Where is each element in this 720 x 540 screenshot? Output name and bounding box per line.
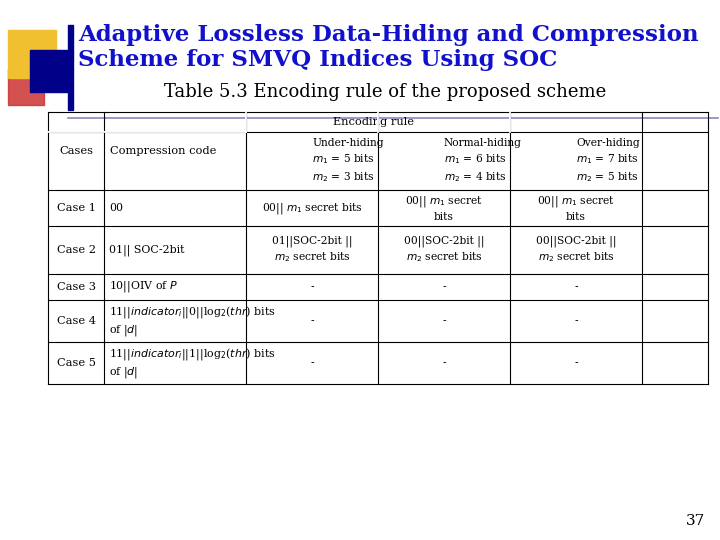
Text: 00: 00	[109, 203, 123, 213]
Text: 00||SOC-2bit ||
$m_2$ secret bits: 00||SOC-2bit || $m_2$ secret bits	[404, 236, 485, 264]
Bar	[8, 30, 56, 78]
Text: -: -	[442, 282, 446, 292]
Text: Case 3: Case 3	[57, 282, 96, 292]
Text: Under-hiding
$m_1$ = 5 bits
$m_2$ = 3 bits: Under-hiding $m_1$ = 5 bits $m_2$ = 3 bi…	[312, 138, 384, 184]
Text: 01||SOC-2bit ||
$m_2$ secret bits: 01||SOC-2bit || $m_2$ secret bits	[271, 236, 352, 264]
Text: -: -	[310, 316, 314, 326]
Text: 10||OIV of $P$: 10||OIV of $P$	[109, 280, 178, 294]
Text: 00|| $m_1$ secret bits: 00|| $m_1$ secret bits	[261, 200, 362, 215]
Text: Case 4: Case 4	[57, 316, 96, 326]
Text: -: -	[310, 358, 314, 368]
Text: Case 1: Case 1	[57, 203, 96, 213]
Text: Case 5: Case 5	[57, 358, 96, 368]
Text: 01|| SOC-2bit: 01|| SOC-2bit	[109, 244, 184, 256]
Text: 00|| $m_1$ secret
bits: 00|| $m_1$ secret bits	[405, 194, 483, 222]
Text: Encoding rule: Encoding rule	[333, 117, 413, 127]
Text: Cases: Cases	[59, 146, 93, 156]
Text: Scheme for SMVQ Indices Using SOC: Scheme for SMVQ Indices Using SOC	[78, 49, 557, 71]
Text: Adaptive Lossless Data-Hiding and Compression: Adaptive Lossless Data-Hiding and Compre…	[78, 24, 698, 46]
Text: -: -	[574, 316, 578, 326]
Text: Normal-hiding
$m_1$ = 6 bits
$m_2$ = 4 bits: Normal-hiding $m_1$ = 6 bits $m_2$ = 4 b…	[444, 138, 522, 184]
Text: 11||$indicator_i$||1||log$_2$($thr$) bits
of |$d$|: 11||$indicator_i$||1||log$_2$($thr$) bit…	[109, 346, 276, 380]
Text: -: -	[310, 282, 314, 292]
Text: 00|| $m_1$ secret
bits: 00|| $m_1$ secret bits	[537, 194, 615, 222]
Text: -: -	[442, 316, 446, 326]
Text: -: -	[442, 358, 446, 368]
Text: Compression code: Compression code	[110, 146, 217, 156]
Text: -: -	[574, 358, 578, 368]
Text: Over-hiding
$m_1$ = 7 bits
$m_2$ = 5 bits: Over-hiding $m_1$ = 7 bits $m_2$ = 5 bit…	[576, 138, 640, 184]
Text: 11||$indicator_i$||0||log$_2$($thr$) bits
of |$d$|: 11||$indicator_i$||0||log$_2$($thr$) bit…	[109, 304, 276, 338]
Text: Table 5.3 Encoding rule of the proposed scheme: Table 5.3 Encoding rule of the proposed …	[164, 83, 606, 101]
Text: -: -	[574, 282, 578, 292]
Text: 00||SOC-2bit ||
$m_2$ secret bits: 00||SOC-2bit || $m_2$ secret bits	[536, 236, 616, 264]
Text: 37: 37	[685, 514, 705, 528]
Bar	[8, 69, 44, 105]
Bar	[68, 25, 73, 110]
Bar	[30, 50, 72, 92]
Text: Case 2: Case 2	[57, 245, 96, 255]
